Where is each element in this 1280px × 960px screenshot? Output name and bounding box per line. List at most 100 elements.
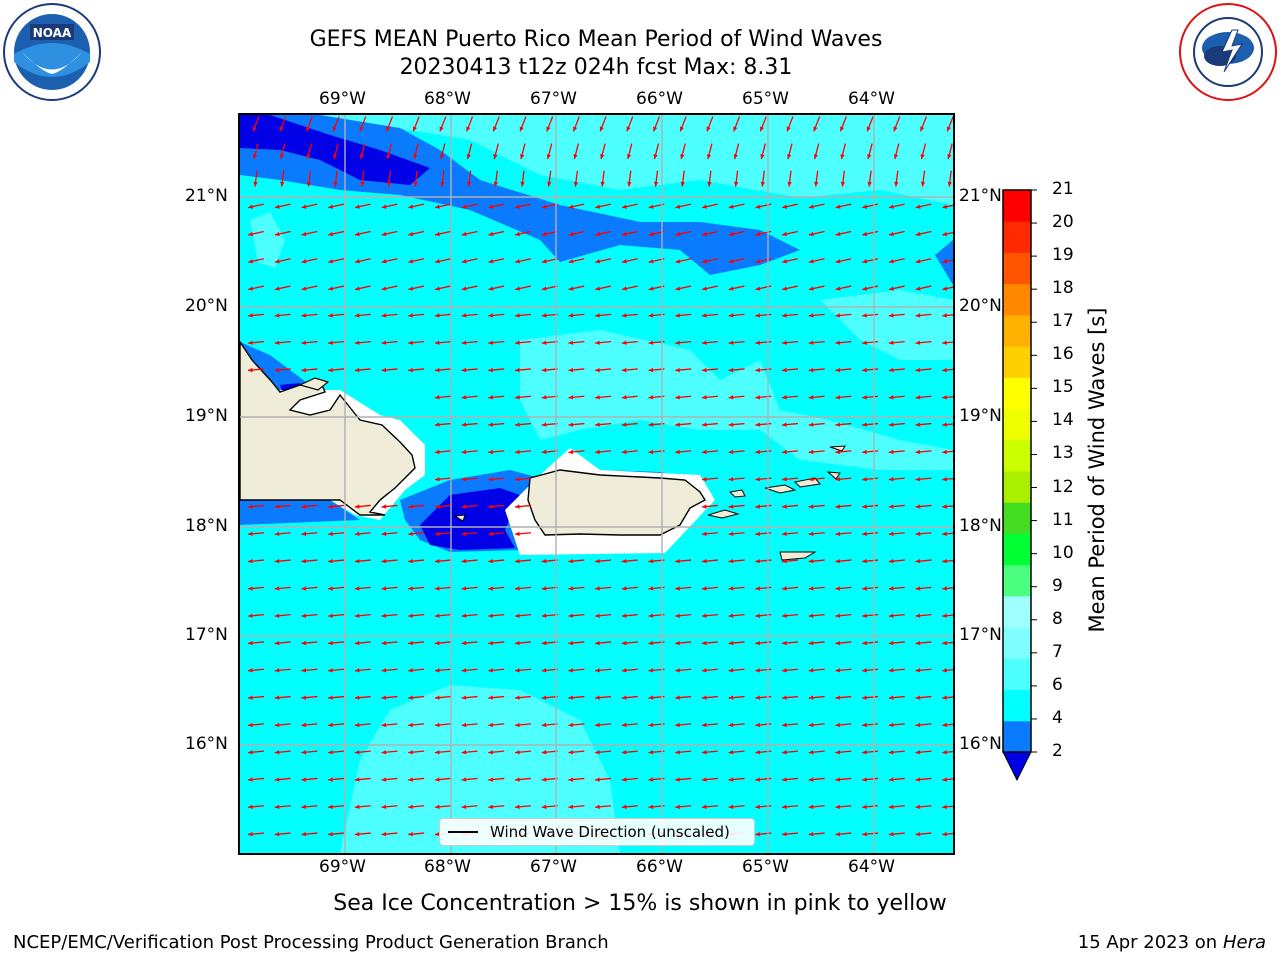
wind-wave-arrowhead bbox=[808, 558, 814, 564]
colorbar-segment bbox=[1003, 346, 1031, 378]
wind-wave-arrowhead bbox=[408, 204, 414, 209]
wind-wave-arrowhead bbox=[782, 695, 787, 700]
land-tortola bbox=[793, 477, 821, 488]
lat-tick-right: 19°N bbox=[959, 406, 1002, 426]
wind-wave-arrowhead bbox=[252, 126, 257, 132]
wind-wave-arrowhead bbox=[274, 340, 280, 345]
wind-wave-arrowhead bbox=[675, 613, 680, 618]
wind-wave-arrowhead bbox=[755, 367, 761, 373]
wind-wave-arrowhead bbox=[942, 750, 947, 755]
wind-wave-arrowhead bbox=[782, 340, 787, 345]
wind-wave-arrowhead bbox=[621, 449, 627, 455]
wind-wave-arrowhead bbox=[621, 367, 627, 373]
wind-wave-arrowhead bbox=[434, 558, 440, 564]
wind-wave-arrowhead bbox=[408, 640, 413, 646]
wind-wave-arrowhead bbox=[434, 340, 440, 345]
wind-wave-arrowhead bbox=[461, 640, 467, 646]
wind-wave-arrowhead bbox=[541, 586, 547, 591]
wind-wave-arrowhead bbox=[248, 613, 253, 618]
wind-wave-arrowhead bbox=[461, 804, 467, 809]
wind-wave-arrowhead bbox=[434, 477, 440, 482]
wind-wave-arrowhead bbox=[488, 286, 494, 291]
wind-wave-arrowhead bbox=[434, 750, 440, 755]
wind-wave-arrowhead bbox=[808, 313, 814, 318]
wind-wave-arrowhead bbox=[488, 640, 494, 646]
wind-wave-arrowhead bbox=[595, 449, 600, 455]
wind-wave-arrowhead bbox=[621, 395, 627, 400]
wind-wave-arrowhead bbox=[461, 722, 467, 728]
wind-wave-arrowhead bbox=[701, 777, 707, 782]
colorbar-segment bbox=[1003, 190, 1031, 222]
wind-wave-arrowhead bbox=[862, 313, 867, 318]
lat-tick-right: 17°N bbox=[959, 625, 1002, 645]
wind-wave-arrowhead bbox=[434, 640, 440, 646]
wind-wave-arrowhead bbox=[648, 286, 654, 291]
wind-wave-arrowhead bbox=[439, 154, 445, 160]
wave-zone-north bbox=[240, 115, 953, 205]
wind-wave-arrowhead bbox=[541, 449, 547, 455]
wind-wave-arrowhead bbox=[595, 804, 600, 809]
wind-wave-arrowhead bbox=[728, 668, 734, 673]
wind-wave-arrowhead bbox=[701, 340, 707, 345]
wind-wave-arrowhead bbox=[888, 804, 894, 809]
wind-wave-arrowhead bbox=[301, 286, 307, 291]
wind-wave-arrowhead bbox=[248, 259, 254, 264]
wind-wave-arrowhead bbox=[515, 558, 520, 564]
wind-wave-arrowhead bbox=[541, 286, 547, 291]
wind-wave-arrowhead bbox=[248, 558, 253, 564]
wind-wave-arrowhead bbox=[381, 722, 387, 728]
wind-wave-arrowhead bbox=[675, 231, 681, 237]
wind-wave-arrowhead bbox=[888, 695, 894, 700]
wind-wave-arrowhead bbox=[274, 750, 280, 755]
wind-wave-arrowhead bbox=[301, 204, 307, 209]
wind-wave-arrowhead bbox=[920, 181, 926, 187]
lat-tick-right: 16°N bbox=[959, 734, 1002, 754]
wind-wave-arrowhead bbox=[915, 586, 921, 591]
wind-wave-arrowhead bbox=[461, 422, 467, 427]
wind-wave-arrowhead bbox=[328, 259, 334, 264]
wind-wave-arrowhead bbox=[595, 558, 600, 564]
wind-wave-arrowhead bbox=[408, 313, 413, 318]
wind-wave-arrowhead bbox=[894, 181, 899, 187]
wind-wave-arrowhead bbox=[546, 126, 551, 132]
wind-wave-arrowhead bbox=[381, 804, 387, 809]
wind-wave-arrowhead bbox=[333, 181, 338, 187]
colorbar-segment bbox=[1003, 502, 1031, 534]
wind-wave-arrowhead bbox=[942, 204, 948, 209]
wind-wave-arrowhead bbox=[274, 695, 280, 700]
wind-wave-arrowhead bbox=[728, 313, 734, 318]
wind-wave-arrowhead bbox=[621, 231, 627, 237]
wind-wave-arrowhead bbox=[595, 313, 600, 318]
legend-label: Wind Wave Direction (unscaled) bbox=[490, 823, 730, 841]
colorbar-tick-label: 8 bbox=[1052, 608, 1063, 629]
wind-wave-arrowhead bbox=[381, 668, 387, 673]
wind-wave-arrowhead bbox=[434, 531, 440, 536]
wind-wave-arrowhead bbox=[675, 204, 681, 209]
wind-wave-arrowhead bbox=[675, 340, 680, 345]
lon-tick-top: 65°W bbox=[742, 89, 789, 109]
colorbar bbox=[1002, 189, 1037, 782]
wind-wave-arrowhead bbox=[862, 477, 867, 482]
wind-wave-arrowhead bbox=[862, 531, 867, 536]
wind-wave-arrowhead bbox=[332, 126, 337, 132]
wind-wave-arrowhead bbox=[461, 259, 467, 264]
wind-wave-arrowhead bbox=[248, 531, 253, 536]
wind-wave-arrowhead bbox=[915, 777, 921, 782]
wind-wave-arrowhead bbox=[835, 777, 841, 782]
wind-wave-arrowhead bbox=[541, 367, 547, 373]
colorbar-label: Mean Period of Wind Waves [s] bbox=[1085, 307, 1109, 633]
wind-wave-arrowhead bbox=[328, 231, 334, 237]
wind-wave-arrowhead bbox=[808, 804, 814, 809]
wave-min-mona bbox=[420, 488, 520, 550]
lon-tick-top: 67°W bbox=[530, 89, 577, 109]
wind-wave-arrowhead bbox=[568, 722, 574, 728]
wind-wave-arrowhead bbox=[755, 777, 761, 782]
wind-wave-arrowhead bbox=[301, 504, 307, 509]
wind-wave-arrowhead bbox=[354, 613, 360, 618]
wind-wave-arrowhead bbox=[835, 340, 841, 345]
wind-wave-arrowhead bbox=[515, 395, 520, 400]
wind-wave-arrowhead bbox=[488, 231, 494, 237]
wind-wave-arrowhead bbox=[862, 640, 867, 646]
wind-wave-arrowhead bbox=[595, 750, 600, 755]
wind-wave-arrowhead bbox=[706, 154, 712, 160]
